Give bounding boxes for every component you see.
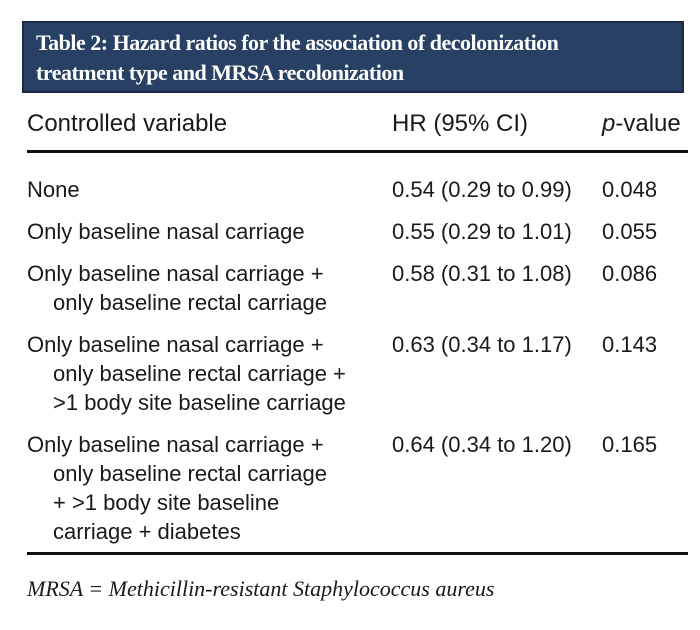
variable-line: carriage + diabetes <box>53 519 241 544</box>
hazard-ratio-table: Controlled variable HR (95% CI) p-value … <box>27 103 688 555</box>
p-value-cell: 0.055 <box>602 219 658 244</box>
variable-line: only baseline rectal carriage + <box>53 361 346 386</box>
hr-ci-cell: 0.54 (0.29 to 0.99) <box>392 177 572 202</box>
col-header-controlled-variable: Controlled variable <box>27 110 228 137</box>
hr-ci-cell: 0.64 (0.34 to 1.20) <box>392 432 572 457</box>
p-value-cell: 0.048 <box>602 177 658 202</box>
controlled-variable-cell: Only baseline nasal carriage <box>27 217 392 246</box>
table-footnote: MRSA = Methicillin-resistant Staphylococ… <box>27 576 495 601</box>
hr-ci-cell: 0.55 (0.29 to 1.01) <box>392 219 572 244</box>
variable-line: + >1 body site baseline <box>53 490 280 515</box>
variable-line: only baseline rectal carriage <box>53 290 327 315</box>
p-value-cell: 0.086 <box>602 261 658 286</box>
controlled-variable-cell: Only baseline nasal carriage + only base… <box>27 430 392 546</box>
hr-ci-cell: 0.58 (0.31 to 1.08) <box>392 261 572 286</box>
table-row-none: None 0.54 (0.29 to 0.99) 0.048 <box>27 175 688 204</box>
p-value-cell: 0.143 <box>602 332 658 357</box>
variable-line: >1 body site baseline carriage <box>53 390 346 415</box>
variable-line: only baseline rectal carriage <box>53 461 327 486</box>
p-value-cell: 0.165 <box>602 432 658 457</box>
table-row-nasal-rectal-bodysite-diabetes: Only baseline nasal carriage + only base… <box>27 430 688 546</box>
controlled-variable-cell: None <box>27 175 392 204</box>
table-title-bar: Table 2: Hazard ratios for the associati… <box>22 21 684 93</box>
table-title-line-1: Table 2: Hazard ratios for the associati… <box>36 30 559 55</box>
controlled-variable-cell: Only baseline nasal carriage + only base… <box>27 330 392 417</box>
col-header-hr-ci: HR (95% CI) <box>392 110 529 137</box>
col-header-p-value: p-value <box>602 109 688 138</box>
table-row-nasal: Only baseline nasal carriage 0.55 (0.29 … <box>27 217 688 246</box>
p-value-suffix: -value <box>615 110 681 137</box>
variable-line: Only baseline nasal carriage + <box>27 332 324 357</box>
table-row-nasal-rectal-bodysite: Only baseline nasal carriage + only base… <box>27 330 688 417</box>
variable-line: Only baseline nasal carriage <box>27 219 305 244</box>
hr-ci-cell: 0.63 (0.34 to 1.17) <box>392 332 572 357</box>
controlled-variable-cell: Only baseline nasal carriage + only base… <box>27 259 392 317</box>
variable-line: Only baseline nasal carriage + <box>27 261 324 286</box>
variable-line: None <box>27 177 80 202</box>
table-body: None 0.54 (0.29 to 0.99) 0.048 Only base… <box>27 153 688 555</box>
variable-line: Only baseline nasal carriage + <box>27 432 324 457</box>
table-row-nasal-rectal: Only baseline nasal carriage + only base… <box>27 259 688 317</box>
table-header-row: Controlled variable HR (95% CI) p-value <box>27 103 688 153</box>
table-title-line-2: treatment type and MRSA recolonization <box>36 60 404 85</box>
p-value-italic-p: p <box>602 110 616 137</box>
